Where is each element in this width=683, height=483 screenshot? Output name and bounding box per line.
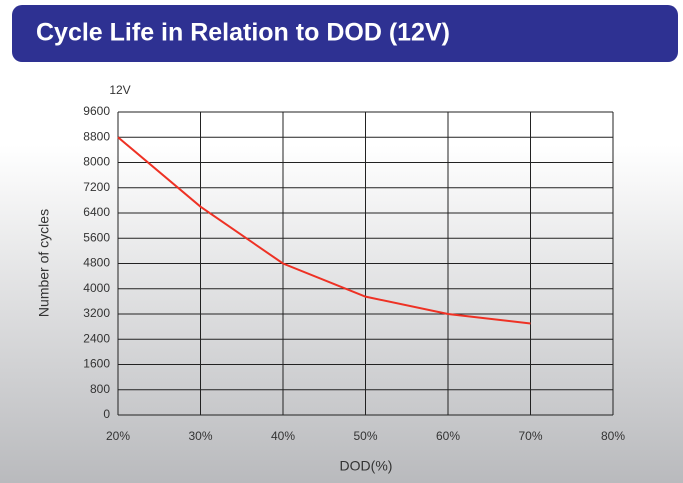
- y-tick-label: 4800: [83, 256, 110, 270]
- y-tick-label: 8000: [83, 155, 110, 169]
- y-tick-label: 5600: [83, 230, 110, 244]
- y-axis-label: Number of cycles: [36, 209, 52, 317]
- y-tick-label: 8800: [83, 129, 110, 143]
- y-tick-label: 3200: [83, 306, 110, 320]
- x-tick-label: 60%: [436, 429, 460, 443]
- x-tick-label: 80%: [601, 429, 625, 443]
- y-tick-label: 1600: [83, 357, 110, 371]
- y-unit: 12V: [109, 83, 130, 97]
- chart-title: Cycle Life in Relation to DOD (12V): [36, 19, 450, 47]
- x-tick-label: 50%: [353, 429, 377, 443]
- y-tick-label: 4000: [83, 281, 110, 295]
- x-tick-label: 20%: [106, 429, 130, 443]
- y-tick-label: 9600: [83, 104, 110, 118]
- x-tick-label: 70%: [518, 429, 542, 443]
- x-tick-label: 30%: [188, 429, 212, 443]
- y-tick-label: 800: [90, 382, 110, 396]
- y-tick-label: 6400: [83, 205, 110, 219]
- x-tick-label: 40%: [271, 429, 295, 443]
- y-tick-label: 0: [103, 407, 110, 421]
- x-axis-label: DOD(%): [340, 458, 393, 474]
- y-tick-label: 7200: [83, 180, 110, 194]
- y-tick-label: 2400: [83, 331, 110, 345]
- title-banner: [12, 5, 678, 62]
- data-line: [117, 136, 531, 325]
